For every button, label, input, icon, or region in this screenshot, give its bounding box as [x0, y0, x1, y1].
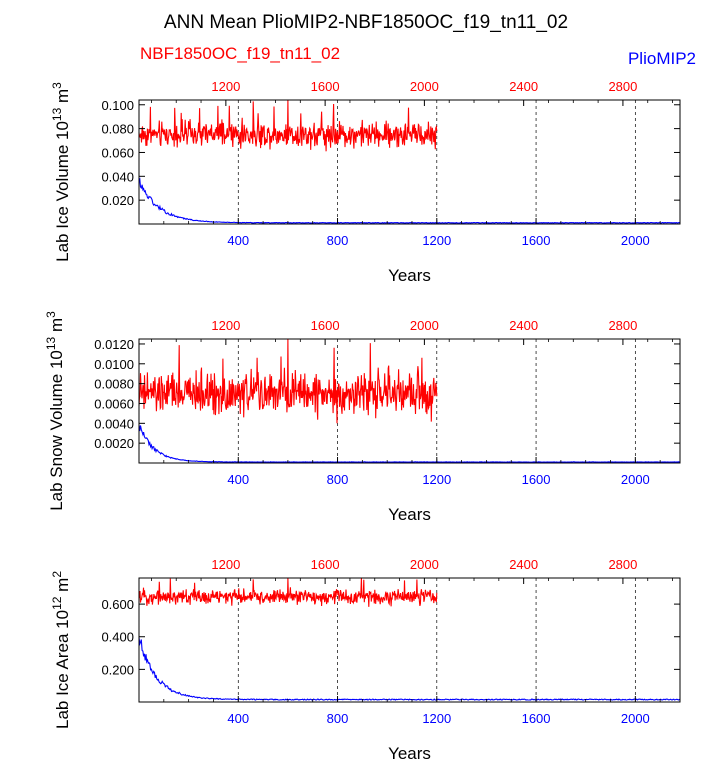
y-tick-label: 0.600	[101, 597, 134, 612]
bottom-x-tick-label: 400	[227, 472, 249, 487]
bottom-x-tick-label: 2000	[621, 233, 650, 248]
plot-frame	[138, 338, 681, 464]
top-x-tick-label: 2800	[608, 318, 637, 333]
bottom-x-tick-label: 2000	[621, 711, 650, 726]
bottom-x-tick-label: 1200	[422, 711, 451, 726]
bottom-x-tick-label: 1600	[522, 472, 551, 487]
x-axis-label: Years	[388, 505, 431, 524]
panel-3: 400 800 1200 1600 2000 1200 1600 2000 2400 2800 0.…	[50, 557, 681, 763]
plot-frame	[138, 99, 681, 225]
top-x-tick-label: 1200	[211, 557, 240, 572]
y-axis-label: Lab Snow Volume 1013 m3	[44, 311, 66, 511]
series-line-pliomip2	[138, 637, 681, 701]
bottom-x-tick-label: 1200	[422, 472, 451, 487]
top-x-tick-label: 2800	[608, 79, 637, 94]
x-axis-label: Years	[388, 266, 431, 285]
top-x-tick-label: 2400	[509, 79, 538, 94]
bottom-x-tick-label: 800	[327, 472, 349, 487]
legend-left-label: NBF1850OC_f19_tn11_02	[140, 44, 340, 63]
y-tick-label: 0.0040	[94, 416, 134, 431]
top-x-tick-label: 2800	[608, 557, 637, 572]
bottom-x-tick-label: 1600	[522, 711, 551, 726]
y-tick-label: 0.0060	[94, 396, 134, 411]
top-x-tick-label: 1200	[211, 79, 240, 94]
y-tick-label: 0.060	[101, 145, 134, 160]
y-tick-label: 0.200	[101, 662, 134, 677]
plot-frame	[138, 577, 681, 703]
series-line-nbf1850oc	[138, 99, 438, 152]
y-axis-label: Lab Ice Area 1012 m2	[50, 571, 72, 729]
y-tick-label: 0.400	[101, 630, 134, 645]
bottom-x-tick-label: 2000	[621, 472, 650, 487]
bottom-x-tick-label: 400	[227, 233, 249, 248]
y-tick-label: 0.0020	[94, 436, 134, 451]
y-tick-label: 0.080	[101, 122, 134, 137]
series-line-nbf1850oc	[138, 338, 438, 424]
panel-1: 400 800 1200 1600 2000 1200 1600 2000 2400 2800 0.…	[50, 79, 681, 285]
legend-right-label: PlioMIP2	[628, 49, 696, 68]
top-x-tick-label: 2000	[410, 557, 439, 572]
top-x-tick-label: 1600	[311, 557, 340, 572]
series-line-nbf1850oc	[138, 577, 438, 607]
bottom-x-tick-label: 1200	[422, 233, 451, 248]
y-tick-label: 0.0080	[94, 377, 134, 392]
top-x-tick-label: 1600	[311, 79, 340, 94]
y-tick-label: 0.040	[101, 169, 134, 184]
top-x-tick-label: 2400	[509, 318, 538, 333]
top-x-tick-label: 2400	[509, 557, 538, 572]
bottom-x-tick-label: 1600	[522, 233, 551, 248]
series-line-pliomip2	[138, 177, 681, 224]
top-x-tick-label: 2000	[410, 318, 439, 333]
bottom-x-tick-label: 400	[227, 711, 249, 726]
chart-title: ANN Mean PlioMIP2-NBF1850OC_f19_tn11_02	[164, 12, 568, 33]
panel-2: 400 800 1200 1600 2000 1200 1600 2000 2400 2800 0.…	[44, 311, 681, 524]
x-axis-label: Years	[388, 744, 431, 763]
top-x-tick-label: 1200	[211, 318, 240, 333]
y-tick-label: 0.0120	[94, 337, 134, 352]
series-line-pliomip2	[138, 424, 681, 463]
y-tick-label: 0.0100	[94, 357, 134, 372]
bottom-x-tick-label: 800	[327, 233, 349, 248]
y-axis-label: Lab Ice Volume 1013 m3	[50, 82, 72, 262]
y-tick-label: 0.020	[101, 193, 134, 208]
top-x-tick-label: 2000	[410, 79, 439, 94]
y-tick-label: 0.100	[101, 98, 134, 113]
bottom-x-tick-label: 800	[327, 711, 349, 726]
top-x-tick-label: 1600	[311, 318, 340, 333]
